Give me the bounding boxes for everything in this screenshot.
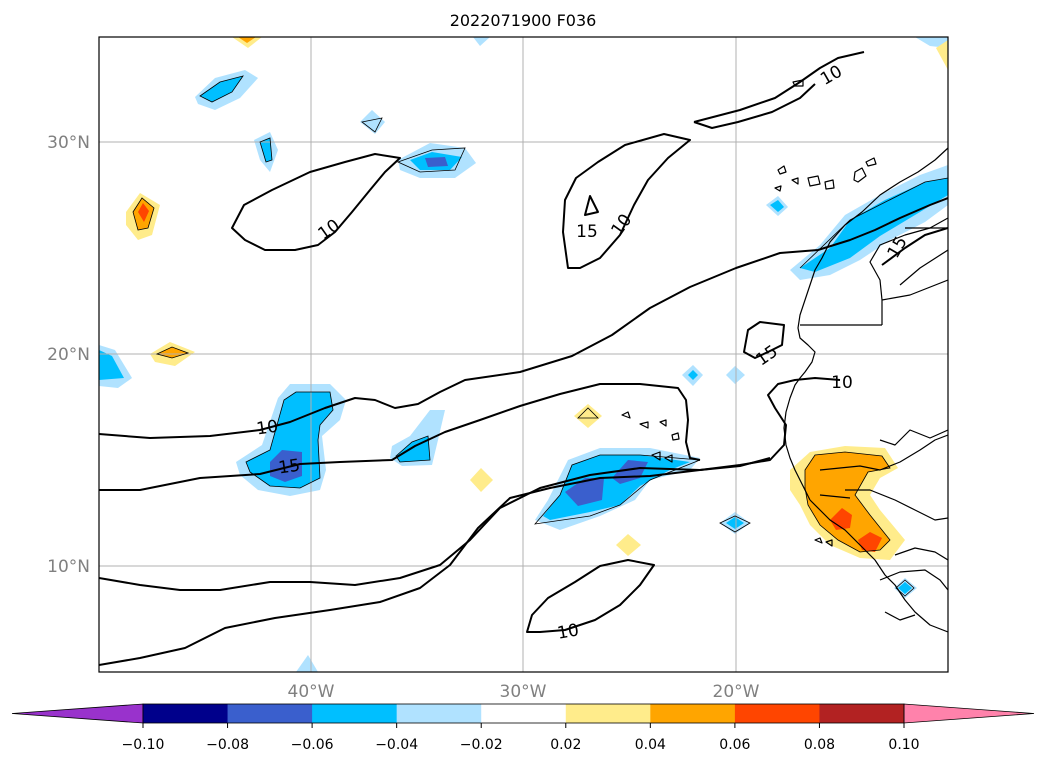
- colorbar-swatch: [819, 704, 905, 723]
- lat-label: 20°N: [47, 345, 90, 365]
- contour-label: 10: [556, 620, 581, 643]
- colorbar-swatch: [734, 704, 820, 723]
- colorbar-swatch: [650, 704, 736, 723]
- graticule: [99, 37, 948, 672]
- shading-outlines: [132, 75, 948, 597]
- colorbar-tick-label: 0.04: [635, 737, 666, 753]
- colorbar-swatch: [312, 704, 398, 723]
- coastlines: [621, 79, 948, 633]
- map-area: 10 10 15 10 10 15 15 10 15 10: [99, 37, 948, 672]
- lon-label: 40°W: [288, 682, 335, 702]
- figure-title: 2022071900 F036: [450, 11, 597, 30]
- colorbar-frame: [142, 703, 905, 724]
- contour-label: 10: [831, 373, 853, 393]
- colorbar-tick-label: −0.10: [122, 737, 165, 753]
- negative-shading: [99, 37, 948, 672]
- colorbar-swatch: [143, 704, 229, 723]
- colorbar-extend-low: [11, 703, 144, 724]
- colorbar-tick-label: −0.04: [375, 737, 418, 753]
- colorbar-tick-label: 0.10: [888, 737, 919, 753]
- colorbar-swatch: [565, 704, 651, 723]
- colorbar-swatch: [396, 704, 482, 723]
- lat-label: 30°N: [47, 133, 90, 153]
- colorbar-extend-high: [903, 703, 1035, 724]
- colorbar: −0.10 −0.08 −0.06 −0.04 −0.02 0.02 0.04 0.06 0.0…: [11, 703, 1035, 753]
- colorbar-swatch: [481, 704, 567, 723]
- lon-label: 20°W: [713, 682, 760, 702]
- contour-label: 15: [576, 222, 598, 242]
- colorbar-tick-label: 0.06: [719, 737, 750, 753]
- lat-label: 10°N: [47, 557, 90, 577]
- colorbar-tick-label: −0.06: [291, 737, 334, 753]
- colorbar-tick-label: −0.08: [206, 737, 249, 753]
- colorbar-tick-label: 0.08: [804, 737, 835, 753]
- map-frame: [98, 36, 949, 673]
- contour-label: 10: [255, 417, 279, 440]
- lon-label: 30°W: [500, 682, 547, 702]
- positive-shading: [126, 37, 948, 560]
- contour-label: 15: [277, 456, 301, 479]
- colorbar-swatch: [227, 704, 313, 723]
- thick-contours: [99, 51, 948, 666]
- colorbar-tick-label: 0.02: [550, 737, 581, 753]
- colorbar-tick-label: −0.02: [460, 737, 503, 753]
